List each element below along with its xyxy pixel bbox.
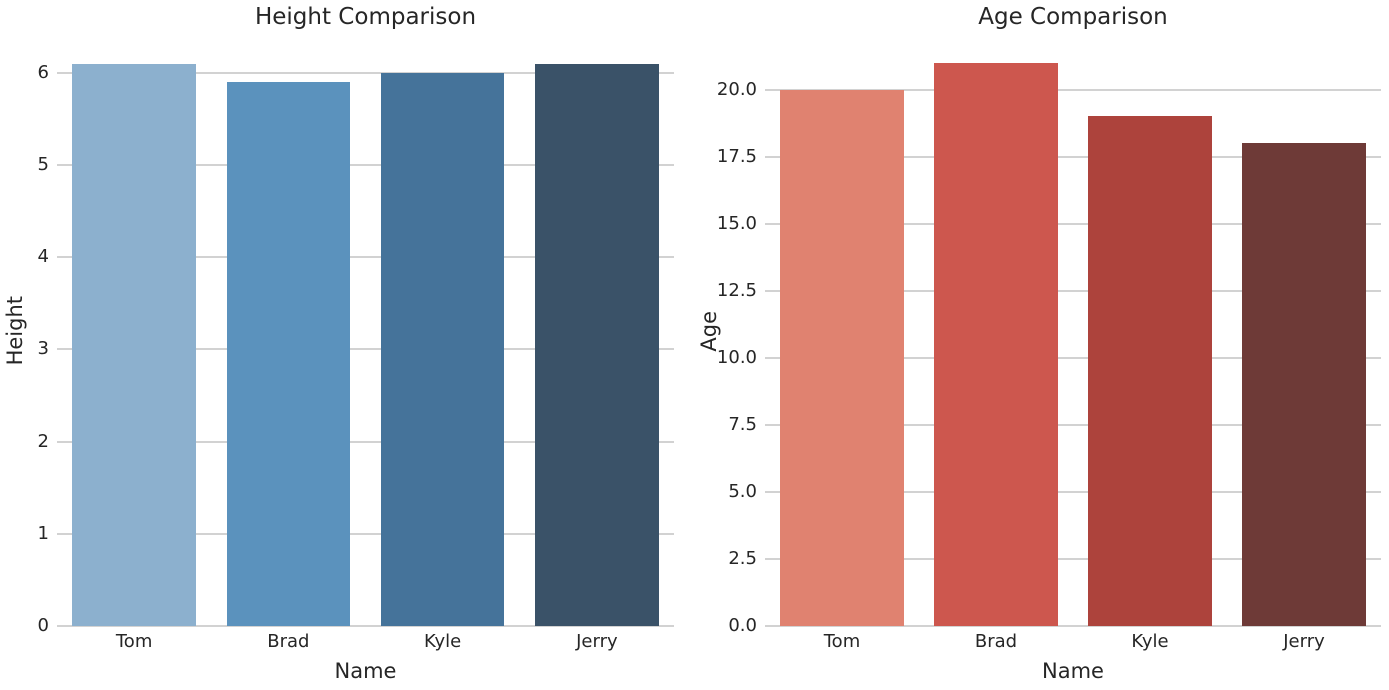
x-axis-ticks: Tom Brad Kyle Jerry xyxy=(57,626,674,658)
bar-kyle xyxy=(1088,116,1212,626)
bar-slot xyxy=(1073,36,1227,626)
y-tick-label: 20.0 xyxy=(716,78,757,100)
chart-title: Height Comparison xyxy=(254,4,477,31)
gridline xyxy=(57,71,674,74)
gridline xyxy=(765,356,1381,359)
x-axis-label: Name xyxy=(1042,659,1104,683)
y-tick-label: 0.0 xyxy=(728,615,757,636)
gridline xyxy=(765,557,1381,560)
bar-kyle xyxy=(380,72,505,626)
gridlines xyxy=(765,36,1381,627)
bar-brad xyxy=(226,82,351,626)
x-tick-label: Jerry xyxy=(576,631,618,652)
bar-slot xyxy=(919,36,1073,626)
x-tick-label: Brad xyxy=(974,631,1018,652)
gridline xyxy=(765,222,1381,225)
bar-slot xyxy=(520,36,674,626)
y-axis-ticks: 0 1 2 3 4 5 6 xyxy=(30,36,57,634)
x-tick-label: Jerry xyxy=(1283,631,1325,652)
gridline xyxy=(57,164,674,167)
y-tick-label: 2 xyxy=(37,430,49,452)
height-chart: Height Comparison Height 0 1 2 3 4 5 6 Tom Brad… xyxy=(0,0,694,690)
y-tick-label: 3 xyxy=(37,338,49,360)
gridline xyxy=(57,256,674,259)
gridline xyxy=(765,423,1381,426)
x-tick-label: Tom xyxy=(823,631,861,652)
gridline xyxy=(765,625,1381,627)
gridline xyxy=(57,348,674,351)
bar-jerry xyxy=(1242,143,1366,626)
x-tick-label: Tom xyxy=(115,631,153,652)
x-tick-label: Kyle xyxy=(424,631,462,652)
bar-slot xyxy=(765,36,919,626)
y-axis-ticks: 0.0 2.5 5.0 7.5 10.0 12.5 15.0 17.5 20.0 xyxy=(717,36,765,634)
y-axis-label: Age xyxy=(697,310,721,352)
plot-area xyxy=(765,36,1381,627)
gridline xyxy=(765,490,1381,493)
y-tick-label: 10.0 xyxy=(716,346,757,368)
chart-title: Age Comparison xyxy=(978,4,1168,31)
bar-slot xyxy=(211,36,365,626)
bar-slot xyxy=(1227,36,1381,626)
y-tick-label: 2.5 xyxy=(728,547,757,569)
gridlines xyxy=(57,36,674,627)
bar-jerry xyxy=(535,63,659,626)
y-tick-label: 17.5 xyxy=(716,145,757,167)
plot-area xyxy=(57,36,674,627)
bar-brad xyxy=(934,62,1058,626)
x-axis-ticks: Tom Brad Kyle Jerry xyxy=(765,626,1381,658)
gridline xyxy=(765,289,1381,292)
bars xyxy=(57,36,674,626)
x-tick-label: Brad xyxy=(267,631,310,652)
gridline xyxy=(57,532,674,535)
y-axis-label: Height xyxy=(3,296,27,366)
bars xyxy=(765,36,1381,626)
bar-tom xyxy=(780,89,904,626)
y-tick-label: 0 xyxy=(37,615,49,636)
x-axis-label: Name xyxy=(334,659,397,683)
y-tick-label: 7.5 xyxy=(728,413,757,435)
y-tick-label: 5.0 xyxy=(728,480,757,502)
bar-slot xyxy=(366,36,520,626)
bar-slot xyxy=(57,36,211,626)
bar-tom xyxy=(72,63,196,626)
x-tick-label: Kyle xyxy=(1131,631,1169,652)
gridline xyxy=(765,155,1381,158)
y-tick-label: 5 xyxy=(37,154,49,176)
gridline xyxy=(765,88,1381,91)
gridline xyxy=(57,625,674,627)
y-tick-label: 6 xyxy=(37,61,49,83)
y-tick-label: 12.5 xyxy=(716,279,757,301)
y-tick-label: 15.0 xyxy=(716,212,757,234)
y-tick-label: 1 xyxy=(37,522,49,544)
y-tick-label: 4 xyxy=(37,246,49,268)
age-chart: Age Comparison Age 0.0 2.5 5.0 7.5 10.0 12.5 1… xyxy=(694,0,1389,690)
gridline xyxy=(57,440,674,443)
